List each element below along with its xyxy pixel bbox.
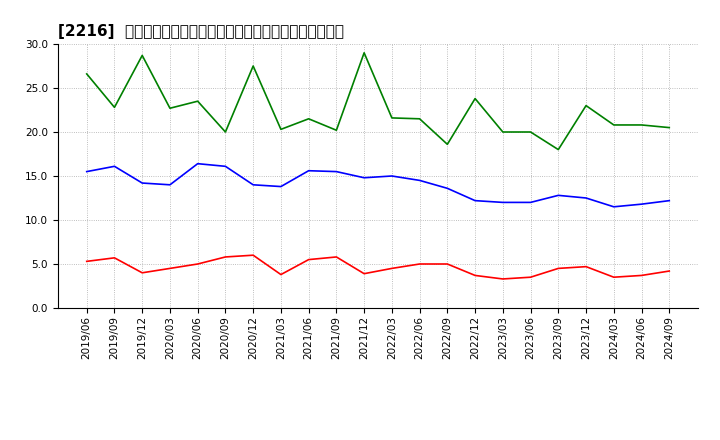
在庫回転率	[221, 129, 230, 135]
在庫回転率	[415, 116, 424, 121]
売上債権回転率	[637, 273, 646, 278]
Text: [2216]  売上債権回転率、買入債務回転率、在庫回転率の推移: [2216] 売上債権回転率、買入債務回転率、在庫回転率の推移	[58, 24, 343, 39]
売上債権回転率	[194, 261, 202, 267]
売上債権回転率	[665, 268, 674, 274]
売上債権回転率	[166, 266, 174, 271]
売上債権回転率	[387, 266, 396, 271]
買入債務回転率	[82, 169, 91, 174]
在庫回転率	[305, 116, 313, 121]
在庫回転率	[498, 129, 507, 135]
売上債権回転率	[582, 264, 590, 269]
Line: 売上債権回転率: 売上債権回転率	[86, 255, 670, 279]
在庫回転率	[443, 142, 451, 147]
買入債務回転率	[443, 186, 451, 191]
在庫回転率	[471, 96, 480, 101]
在庫回転率	[609, 122, 618, 128]
在庫回転率	[110, 105, 119, 110]
買入債務回転率	[360, 175, 369, 180]
買入債務回転率	[665, 198, 674, 203]
Line: 在庫回転率: 在庫回転率	[86, 53, 670, 150]
売上債権回転率	[554, 266, 562, 271]
買入債務回転率	[332, 169, 341, 174]
売上債権回転率	[526, 275, 535, 280]
売上債権回転率	[276, 272, 285, 277]
在庫回転率	[194, 99, 202, 104]
在庫回転率	[82, 71, 91, 77]
買入債務回転率	[138, 180, 147, 186]
買入債務回転率	[110, 164, 119, 169]
在庫回転率	[554, 147, 562, 152]
買入債務回転率	[637, 202, 646, 207]
買入債務回転率	[166, 182, 174, 187]
在庫回転率	[332, 128, 341, 133]
買入債務回転率	[471, 198, 480, 203]
在庫回転率	[665, 125, 674, 130]
買入債務回転率	[554, 193, 562, 198]
売上債権回転率	[443, 261, 451, 267]
買入債務回転率	[305, 168, 313, 173]
在庫回転率	[138, 53, 147, 58]
買入債務回転率	[221, 164, 230, 169]
売上債権回転率	[221, 254, 230, 260]
売上債権回転率	[305, 257, 313, 262]
買入債務回転率	[609, 204, 618, 209]
買入債務回転率	[276, 184, 285, 189]
売上債権回転率	[110, 255, 119, 260]
買入債務回転率	[526, 200, 535, 205]
売上債権回転率	[249, 253, 258, 258]
在庫回転率	[249, 63, 258, 69]
売上債権回転率	[609, 275, 618, 280]
在庫回転率	[582, 103, 590, 108]
在庫回転率	[387, 115, 396, 121]
売上債権回転率	[471, 273, 480, 278]
在庫回転率	[637, 122, 646, 128]
買入債務回転率	[582, 195, 590, 201]
売上債権回転率	[82, 259, 91, 264]
在庫回転率	[526, 129, 535, 135]
買入債務回転率	[194, 161, 202, 166]
買入債務回転率	[387, 173, 396, 179]
在庫回転率	[276, 127, 285, 132]
在庫回転率	[360, 50, 369, 55]
買入債務回転率	[498, 200, 507, 205]
売上債権回転率	[415, 261, 424, 267]
買入債務回転率	[415, 178, 424, 183]
売上債権回転率	[360, 271, 369, 276]
買入債務回転率	[249, 182, 258, 187]
売上債権回転率	[332, 254, 341, 260]
Line: 買入債務回転率: 買入債務回転率	[86, 164, 670, 207]
売上債権回転率	[498, 276, 507, 282]
在庫回転率	[166, 106, 174, 111]
売上債権回転率	[138, 270, 147, 275]
